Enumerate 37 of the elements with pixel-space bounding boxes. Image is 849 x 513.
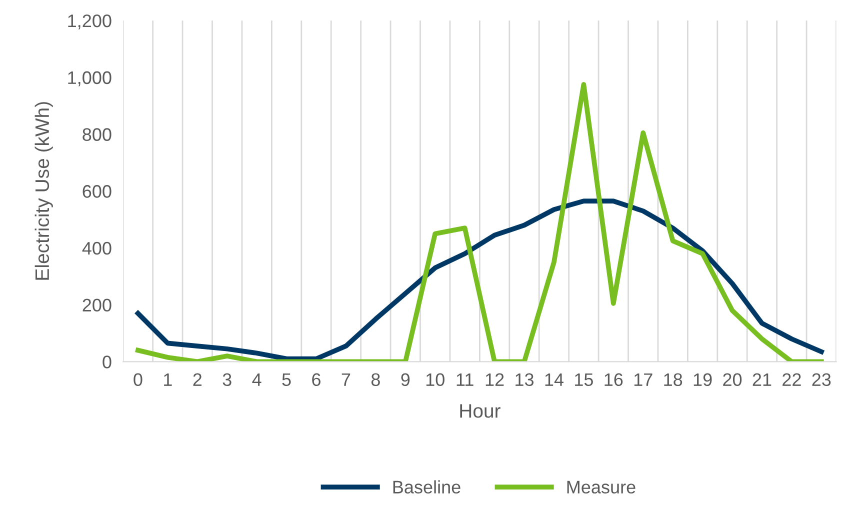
y-tick-label: 1,000 <box>68 71 112 86</box>
x-tick-label: 13 <box>516 373 534 386</box>
y-tick-label: 1,200 <box>68 14 112 30</box>
x-axis-title: Hour <box>460 404 500 418</box>
x-tick-label: 6 <box>312 373 320 386</box>
y-tick-label: 200 <box>82 298 112 312</box>
y-tick-label: 600 <box>82 185 112 198</box>
line-series <box>136 198 824 362</box>
x-tick-label: 15 <box>575 373 593 386</box>
x-tick-label: 17 <box>634 373 652 386</box>
x-tick-label: 9 <box>401 373 410 386</box>
x-tick-label: 21 <box>752 373 772 386</box>
x-tick-label: 1 <box>164 373 172 386</box>
x-tick-label: 20 <box>723 373 742 386</box>
x-tick-label: 14 <box>545 373 564 386</box>
y-tick-label: 0 <box>102 356 112 368</box>
y-tick-label: 400 <box>82 242 112 255</box>
x-tick-label: 12 <box>486 373 504 386</box>
x-tick-label: 3 <box>222 373 232 386</box>
x-tick-label: 2 <box>193 373 202 386</box>
x-tick-label: 7 <box>342 373 350 386</box>
x-tick-label: 4 <box>252 373 262 386</box>
x-tick-label: 5 <box>282 373 291 386</box>
x-tick-label: 16 <box>604 373 623 386</box>
y-axis-title: Electricity Use (kWh) <box>34 102 53 280</box>
x-tick-label: 8 <box>371 373 380 386</box>
x-tick-label: 23 <box>812 373 831 386</box>
x-tick-label: 0 <box>134 373 142 386</box>
x-tick-label: 10 <box>426 373 444 386</box>
y-tick-label: 800 <box>82 128 112 141</box>
legend-label: Measure <box>567 480 636 494</box>
x-tick-label: 19 <box>694 373 712 386</box>
legend-label: Baseline <box>393 480 460 494</box>
x-tick-label: 22 <box>782 373 801 386</box>
line-series <box>136 82 824 362</box>
x-tick-label: 11 <box>456 373 474 386</box>
x-tick-label: 18 <box>664 373 682 386</box>
